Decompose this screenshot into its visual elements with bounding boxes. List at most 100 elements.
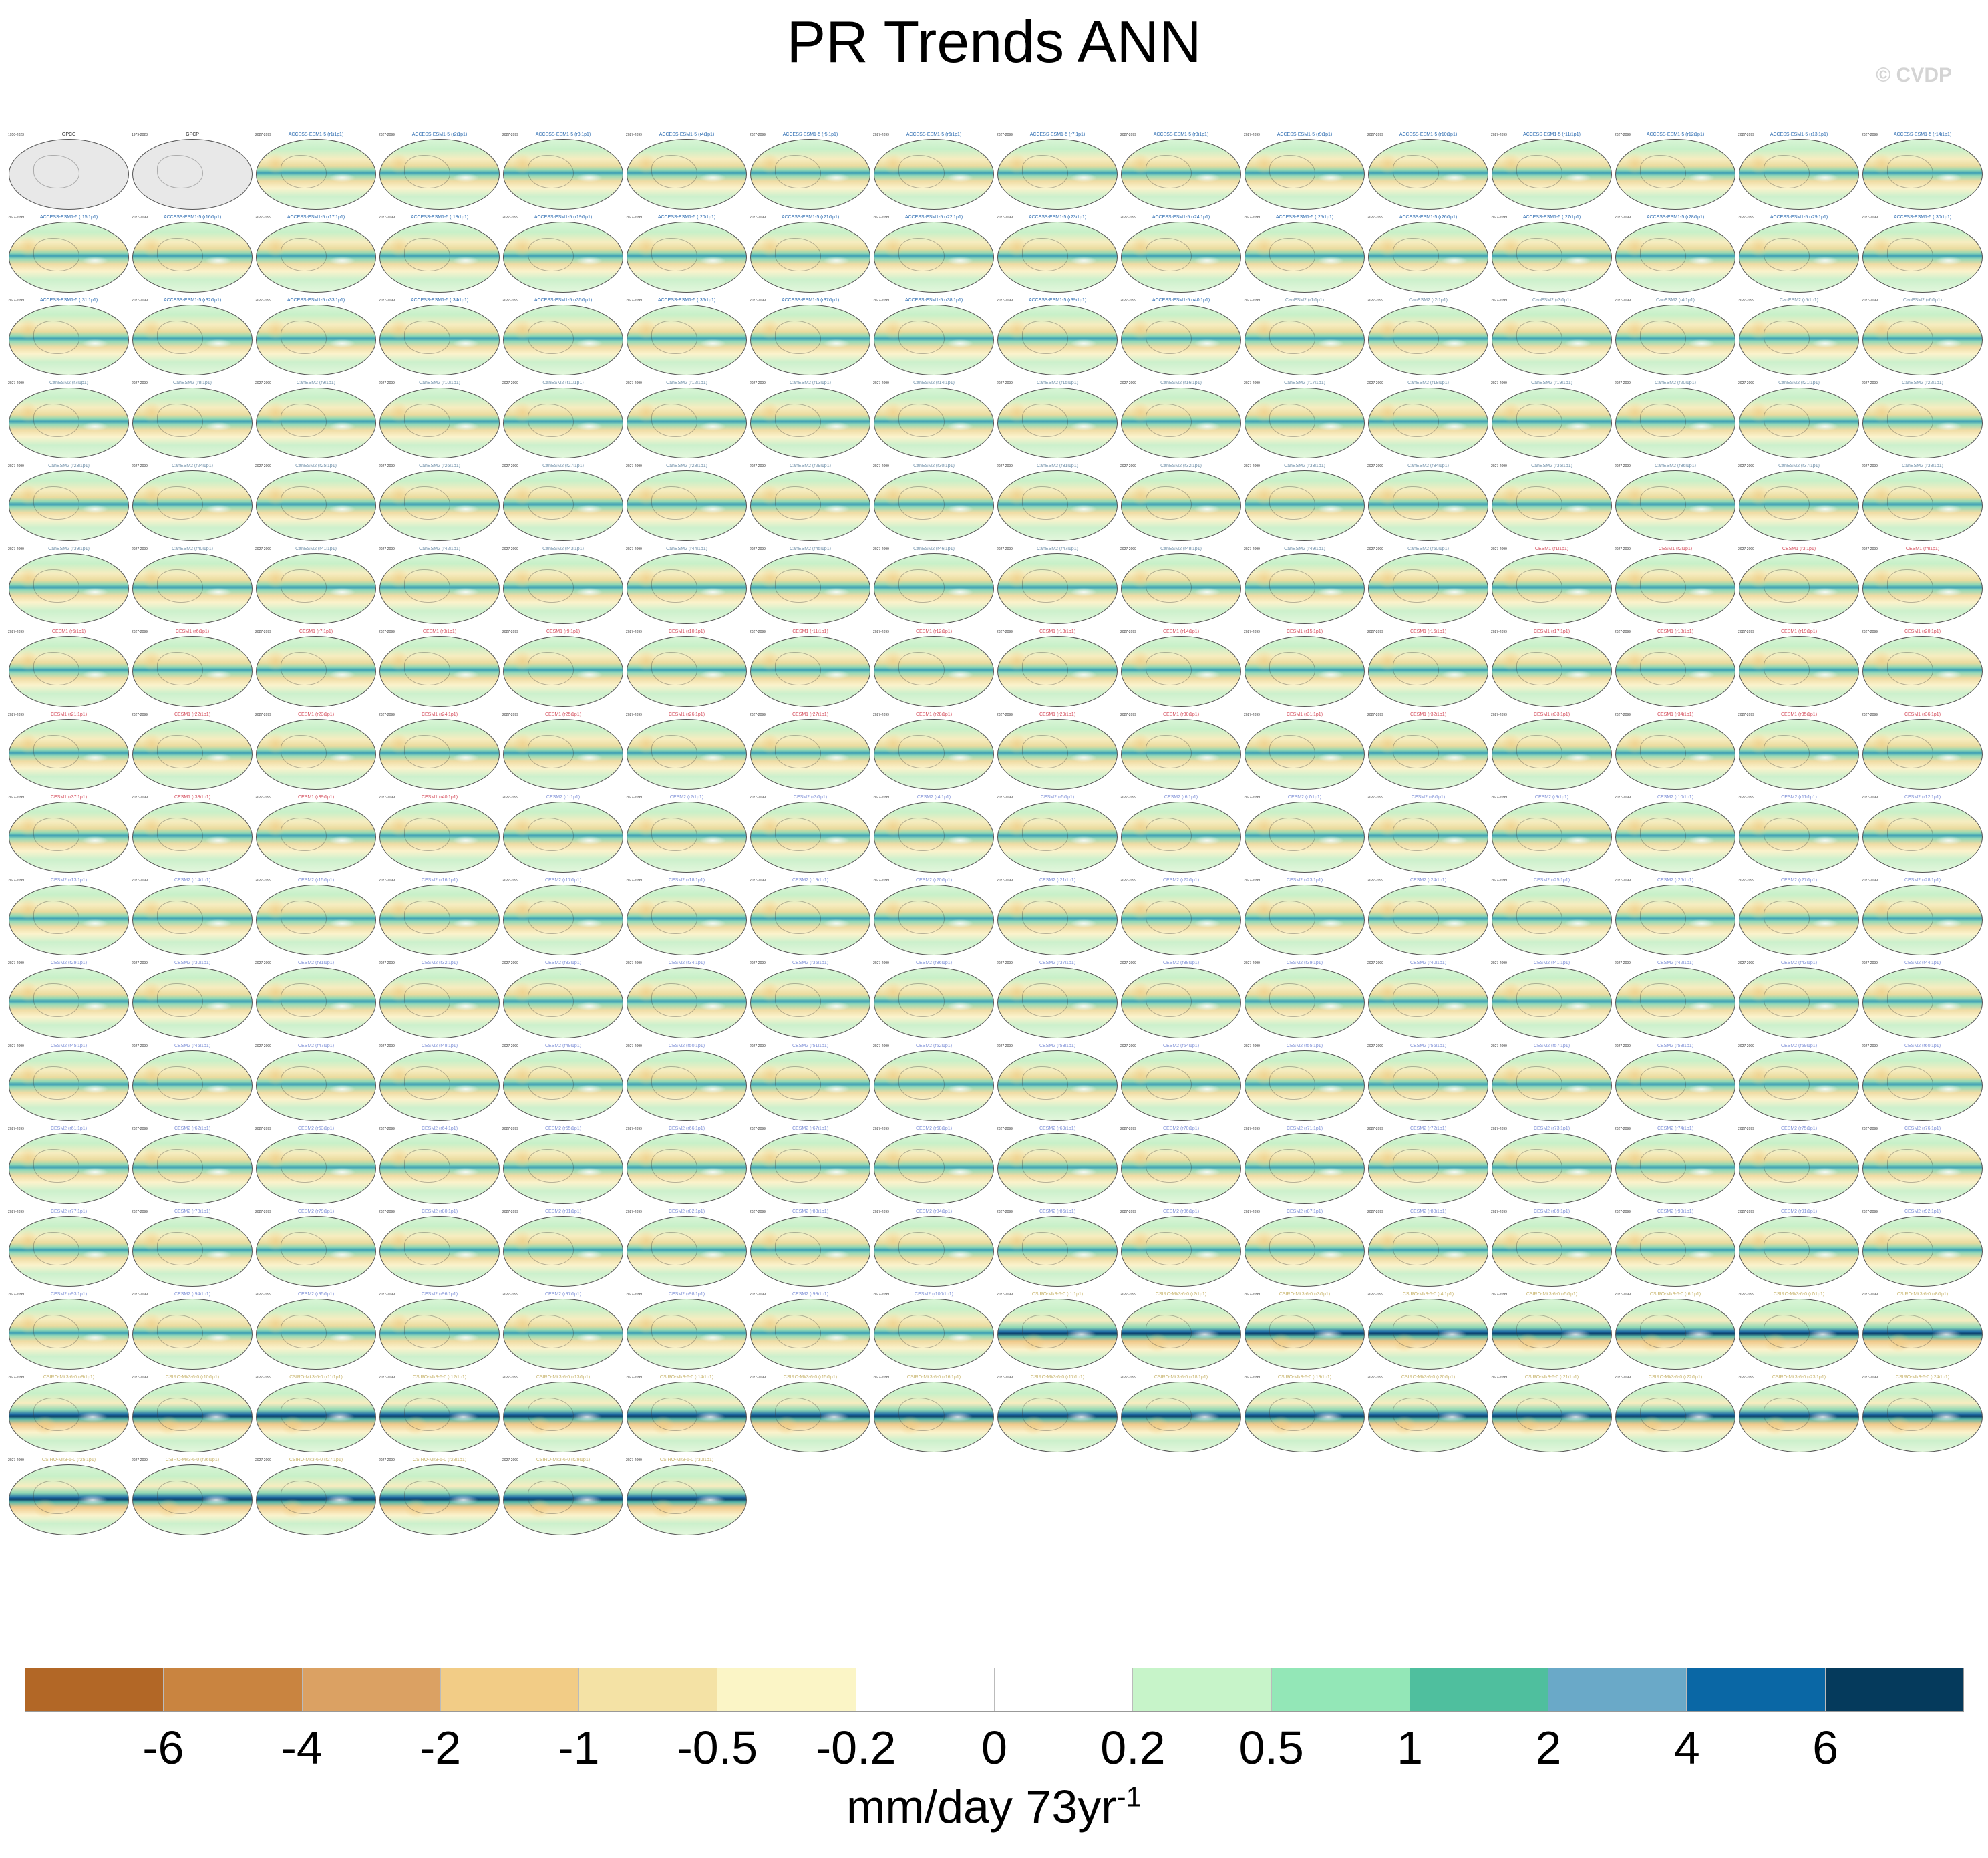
panel-title: CanESM2 (r2i1p1) <box>1409 298 1448 303</box>
panel-title: CESM2 (r8i1p1) <box>1411 795 1446 800</box>
panel-years: 2027-2099 <box>873 299 889 303</box>
panel-title: CanESM2 (r40i1p1) <box>172 547 213 551</box>
panel-years: 2027-2099 <box>1367 464 1383 468</box>
panel-years: 2027-2099 <box>379 1293 395 1297</box>
panel-years: 2027-2099 <box>1491 133 1507 137</box>
model-panel: 2027-2099 CESM2 (r7i1p1) <box>1244 795 1365 874</box>
trend-map <box>1615 802 1735 873</box>
panel-title: CanESM2 (r22i1p1) <box>1902 381 1943 385</box>
panel-title: CESM2 (r53i1p1) <box>1039 1044 1076 1048</box>
panel-title: CESM2 (r43i1p1) <box>1780 961 1818 965</box>
panel-years: 2027-2099 <box>750 381 766 385</box>
panel-title: CESM2 (r66i1p1) <box>668 1126 705 1131</box>
trend-map <box>997 388 1118 458</box>
colorbar-box <box>717 1668 856 1711</box>
model-panel: 2027-2099 CanESM2 (r20i1p1) <box>1615 381 1736 460</box>
panel-years: 2027-2099 <box>8 464 24 468</box>
trend-map <box>1121 139 1241 210</box>
model-panel: 2027-2099 CanESM2 (r3i1p1) <box>1491 298 1613 377</box>
trend-map <box>1492 222 1612 293</box>
model-panel: 2027-2099 CESM1 (r30i1p1) <box>1120 712 1242 791</box>
model-panel: 2027-2099 CESM2 (r88i1p1) <box>1367 1209 1489 1288</box>
model-panel: 2027-2099 CESM1 (r34i1p1) <box>1615 712 1736 791</box>
panel-years: 2027-2099 <box>379 133 395 137</box>
trend-map <box>256 222 376 293</box>
panel-years: 1979-2023 <box>132 133 148 137</box>
model-panel: 2027-2099 CESM1 (r3i1p1) <box>1738 547 1860 625</box>
model-panel: 2027-2099 ACCESS-ESM1-5 (r5i1p1) <box>750 132 871 211</box>
panel-years: 2027-2099 <box>502 216 518 220</box>
trend-map <box>750 305 870 375</box>
trend-map <box>1492 1050 1612 1121</box>
panel-years: 2027-2099 <box>626 630 642 634</box>
model-panel: 2027-2099 CESM2 (r53i1p1) <box>997 1044 1118 1122</box>
model-panel: 2027-2099 CESM2 (r80i1p1) <box>379 1209 500 1288</box>
model-panel: 2027-2099 CESM2 (r40i1p1) <box>1367 961 1489 1040</box>
trend-map <box>9 222 129 293</box>
colorbar-tick-label: 4 <box>1673 1722 1700 1774</box>
trend-map <box>503 802 623 873</box>
model-panel: 2027-2099 CESM2 (r19i1p1) <box>750 878 871 957</box>
colorbar-box <box>856 1668 995 1711</box>
panel-years: 2027-2099 <box>132 299 148 303</box>
trend-map <box>1368 553 1488 624</box>
model-panel: 2027-2099 CESM2 (r21i1p1) <box>997 878 1118 957</box>
trend-map <box>132 553 253 624</box>
panel-title: ACCESS-ESM1-5 (r10i1p1) <box>1399 132 1458 137</box>
model-panel: 2027-2099 CESM1 (r17i1p1) <box>1491 629 1613 708</box>
model-panel: 2027-2099 CanESM2 (r49i1p1) <box>1244 547 1365 625</box>
panel-title: CSIRO-Mk3-6-0 (r27i1p1) <box>289 1458 343 1462</box>
panel-title: CanESM2 (r18i1p1) <box>1407 381 1449 385</box>
trend-map <box>1121 885 1241 955</box>
panel-years: 2027-2099 <box>1615 1210 1631 1214</box>
model-panel: 2027-2099 CanESM2 (r41i1p1) <box>255 547 377 625</box>
trend-map <box>1245 1050 1365 1121</box>
panel-years: 2027-2099 <box>873 1293 889 1297</box>
model-panel: 2027-2099 CESM2 (r24i1p1) <box>1367 878 1489 957</box>
panel-title: ACCESS-ESM1-5 (r12i1p1) <box>1646 132 1705 137</box>
panel-title: CESM2 (r46i1p1) <box>174 1044 211 1048</box>
model-panel: 2027-2099 CESM2 (r62i1p1) <box>132 1126 253 1205</box>
trend-map <box>9 470 129 541</box>
model-panel: 2027-2099 CESM2 (r39i1p1) <box>1244 961 1365 1040</box>
model-panel: 2027-2099 CESM1 (r18i1p1) <box>1615 629 1736 708</box>
panel-years: 2027-2099 <box>379 216 395 220</box>
model-panel: 2027-2099 CSIRO-Mk3-6-0 (r3i1p1) <box>1244 1292 1365 1371</box>
trend-map <box>1739 1050 1859 1121</box>
trend-map <box>379 1216 500 1287</box>
panel-title: CSIRO-Mk3-6-0 (r7i1p1) <box>1773 1292 1825 1297</box>
trend-map <box>627 1050 747 1121</box>
model-panel: 2027-2099 CESM2 (r17i1p1) <box>502 878 624 957</box>
model-panel: 2027-2099 CanESM2 (r23i1p1) <box>8 464 130 543</box>
panel-years: 2027-2099 <box>502 299 518 303</box>
panel-title: CSIRO-Mk3-6-0 (r12i1p1) <box>412 1375 467 1380</box>
panel-years: 2027-2099 <box>1738 547 1754 551</box>
colorbar-tick-label: 0 <box>981 1722 1007 1774</box>
trend-map <box>379 553 500 624</box>
panel-title: CESM1 (r38i1p1) <box>174 795 211 800</box>
panel-years: 2027-2099 <box>1120 1376 1136 1380</box>
model-panel: 2027-2099 CESM2 (r65i1p1) <box>502 1126 624 1205</box>
panel-title: CESM2 (r96i1p1) <box>421 1292 458 1297</box>
panel-title: CESM1 (r16i1p1) <box>1410 629 1447 634</box>
panel-years: 2027-2099 <box>1615 796 1631 800</box>
panel-title: CanESM2 (r37i1p1) <box>1778 464 1820 468</box>
panel-title: CanESM2 (r44i1p1) <box>666 547 707 551</box>
panel-title: CESM2 (r26i1p1) <box>1657 878 1694 883</box>
panel-title: CanESM2 (r10i1p1) <box>419 381 460 385</box>
colorbar-tick-label: -1 <box>558 1722 600 1774</box>
panel-title: CanESM2 (r43i1p1) <box>542 547 584 551</box>
model-panel: 2027-2099 CESM2 (r78i1p1) <box>132 1209 253 1288</box>
panel-title: CESM2 (r50i1p1) <box>668 1044 705 1048</box>
panel-title: CanESM2 (r31i1p1) <box>1037 464 1078 468</box>
panel-years: 2027-2099 <box>8 961 24 965</box>
trend-map <box>1368 1299 1488 1370</box>
model-panel: 2027-2099 CanESM2 (r21i1p1) <box>1738 381 1860 460</box>
panel-years: 2027-2099 <box>1738 1376 1754 1380</box>
model-panel: 2027-2099 ACCESS-ESM1-5 (r13i1p1) <box>1738 132 1860 211</box>
panel-title: CanESM2 (r25i1p1) <box>295 464 337 468</box>
panel-title: CESM2 (r23i1p1) <box>1286 878 1323 883</box>
panel-title: CanESM2 (r9i1p1) <box>297 381 335 385</box>
panel-title: CESM1 (r2i1p1) <box>1658 547 1693 551</box>
trend-map <box>9 1464 129 1535</box>
